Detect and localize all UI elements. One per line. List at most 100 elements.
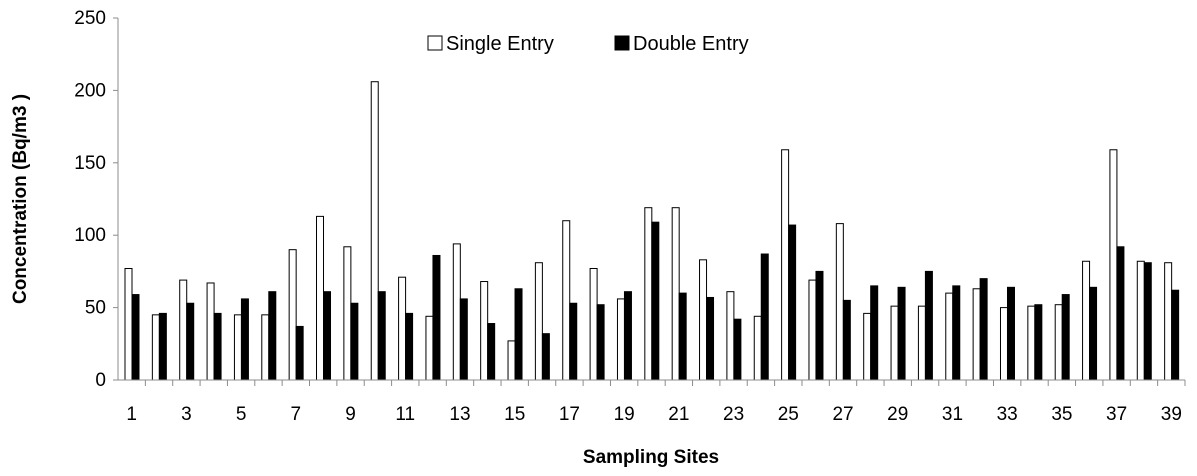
bar-double-entry [596,304,605,381]
bar-single-entry [206,282,215,381]
bar-double-entry [514,288,523,381]
x-tick-label: 7 [291,404,302,425]
bar-double-entry [569,302,578,381]
y-tick-label: 0 [95,370,106,391]
bar-single-entry [1164,262,1173,381]
x-tick-label: 23 [723,404,744,425]
legend: Single Entry Double Entry [427,33,749,55]
bar-double-entry [924,270,933,381]
bar-double-entry [1116,246,1125,381]
bar-single-entry [398,276,407,381]
bar-double-entry [706,296,715,381]
legend-label-single-entry: Single Entry [446,33,554,55]
bar-single-entry [671,207,680,381]
bar-single-entry [644,207,653,381]
bar-single-entry [562,220,571,381]
bar-single-entry [480,281,489,381]
bar-single-entry [261,314,270,381]
x-tick-label: 17 [559,404,580,425]
x-tick-label: 1 [126,404,137,425]
bar-single-entry [972,288,981,381]
x-tick-label: 21 [668,404,689,425]
bar-double-entry [1171,289,1180,381]
bar-single-entry [452,243,461,381]
bar-double-entry [1143,262,1152,381]
bar-single-entry [1109,149,1118,381]
bar-double-entry [487,323,496,381]
bar-single-entry [917,305,926,381]
bar-double-entry [295,325,304,381]
y-tick-label: 250 [74,8,106,29]
x-tick-label: 37 [1106,404,1127,425]
bar-double-entry [952,285,961,381]
x-tick-label: 13 [449,404,470,425]
bar-double-entry [377,291,386,381]
bar-single-entry [890,305,899,381]
bars-group [124,81,1180,381]
bar-single-entry [616,298,625,381]
bar-double-entry [1034,304,1043,381]
bar-single-entry [863,312,872,381]
bar-double-entry [870,285,879,381]
x-tick-label: 35 [1051,404,1072,425]
bar-single-entry [699,259,708,381]
bar-single-entry [945,292,954,381]
legend-swatch-single-entry [427,35,443,51]
bar-double-entry [842,299,851,381]
legend-label-double-entry: Double Entry [633,33,749,55]
legend-swatch-double-entry [614,35,630,51]
x-tick-label: 29 [887,404,908,425]
bar-single-entry [726,291,735,381]
x-tick-label: 25 [778,404,799,425]
bar-double-entry [213,312,222,381]
y-tick-label: 50 [85,298,106,319]
bar-double-entry [186,302,195,381]
bar-double-entry [651,221,660,381]
bar-single-entry [343,246,352,381]
bar-single-entry [1027,305,1036,381]
bar-double-entry [678,292,687,381]
bar-double-entry [979,278,988,381]
x-tick-label: 15 [504,404,525,425]
y-tick-label: 100 [74,225,106,246]
bar-double-entry [815,270,824,381]
x-tick-label: 5 [236,404,247,425]
bar-single-entry [1082,260,1091,381]
bar-double-entry [131,294,140,381]
bar-double-entry [1089,286,1098,381]
bar-double-entry [158,312,167,381]
axes [117,18,1185,381]
bar-single-entry [589,268,598,381]
bar-double-entry [268,291,277,381]
bar-single-entry [151,314,160,381]
bar-single-entry [288,249,297,381]
bar-double-entry [350,302,359,381]
bar-single-entry [370,81,379,381]
bar-double-entry [405,312,414,381]
x-tick-label: 27 [832,404,853,425]
bar-single-entry [1054,304,1063,381]
y-axis-ticks: 0 50 100 150 200 250 [74,8,118,391]
bar-double-entry [1061,294,1070,381]
bar-double-entry [240,298,249,381]
bar-single-entry [233,314,242,381]
bar-double-entry [760,253,769,381]
x-axis-title: Sampling Sites [583,447,719,468]
bar-single-entry [507,340,516,381]
bar-double-entry [459,298,468,381]
y-axis-title: Concentration (Bq/m3 ) [10,94,31,304]
bar-single-entry [1136,260,1145,381]
bar-single-entry [534,262,543,381]
bar-double-entry [897,286,906,381]
bar-single-entry [753,315,762,381]
bar-single-entry [781,149,790,381]
bar-single-entry [179,279,188,381]
x-tick-label: 11 [395,404,415,425]
bar-double-entry [323,291,332,381]
x-tick-label: 33 [997,404,1018,425]
bar-single-entry [835,223,844,381]
bar-single-entry [124,268,133,381]
x-tick-label: 19 [614,404,635,425]
y-tick-label: 150 [74,153,106,174]
